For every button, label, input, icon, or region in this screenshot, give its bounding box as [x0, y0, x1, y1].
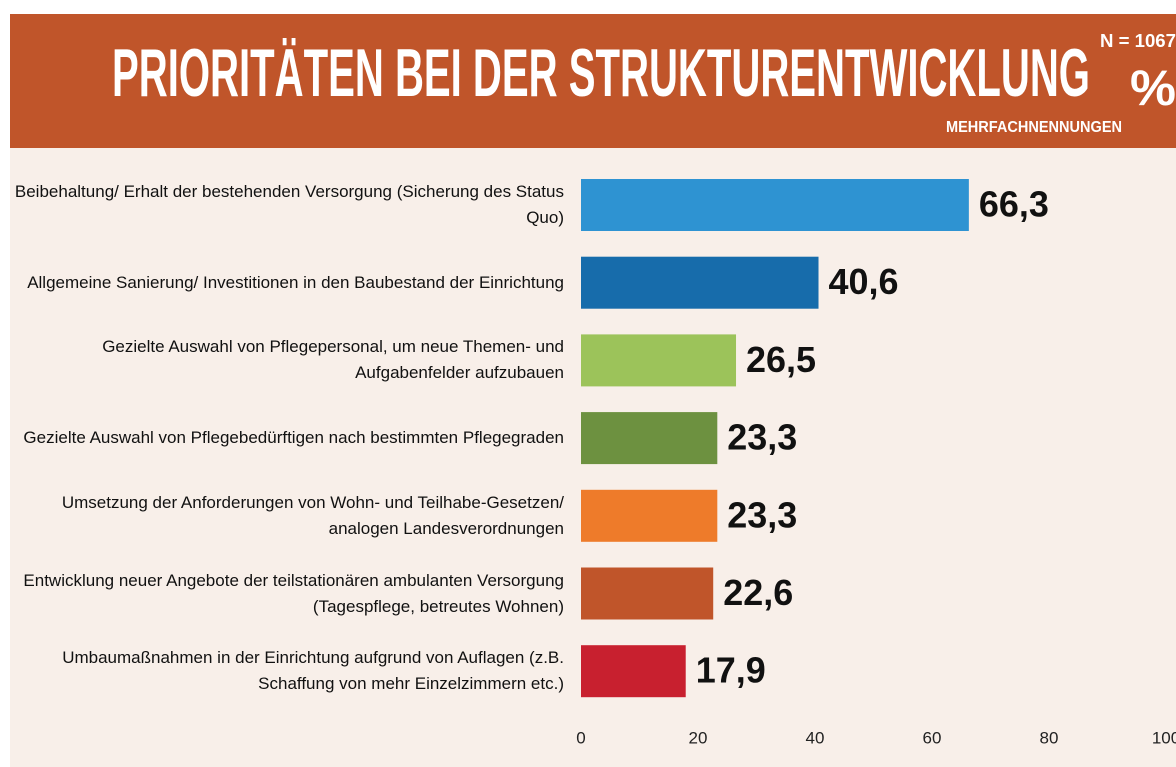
value-label: 22,6 [723, 572, 793, 613]
value-label: 23,3 [727, 417, 797, 458]
category-label: Beibehaltung/ Erhalt der bestehenden Ver… [14, 182, 564, 227]
bar [581, 489, 718, 542]
chart-title: PRIORITÄTEN BEI DER STRUKTURENTWICKLUNG [112, 35, 1090, 111]
bar [581, 567, 714, 620]
value-label: 40,6 [829, 261, 899, 302]
value-label: 26,5 [746, 339, 816, 380]
bar [581, 412, 718, 465]
x-tick-label: 80 [1040, 728, 1059, 747]
category-label-box: Umbaumaßnahmen in der Einrichtung aufgru… [62, 648, 564, 694]
category-label-box: Allgemeine Sanierung/ Investitionen in d… [27, 272, 564, 292]
category-label: Allgemeine Sanierung/ Investitionen in d… [27, 272, 564, 292]
sample-size: N = 1067 [1100, 31, 1176, 51]
category-label: Entwicklung neuer Angebote der teilstati… [23, 570, 564, 616]
category-label-box: Gezielte Auswahl von Pflegebedürftigen n… [23, 428, 564, 448]
bar [581, 645, 686, 698]
category-label: Umbaumaßnahmen in der Einrichtung aufgru… [62, 648, 564, 694]
category-label: Gezielte Auswahl von Pflegepersonal, um … [102, 337, 564, 383]
x-tick-label: 60 [923, 728, 942, 747]
value-label: 23,3 [727, 494, 797, 535]
category-label-box: Umsetzung der Anforderungen von Wohn- un… [61, 492, 564, 538]
chart-subtitle: MEHRFACHNENNUNGEN [946, 119, 1122, 136]
header-band [10, 14, 1176, 148]
bar [581, 179, 969, 231]
bar [581, 256, 819, 309]
category-label: Gezielte Auswahl von Pflegebedürftigen n… [23, 428, 564, 448]
category-label-box: Gezielte Auswahl von Pflegepersonal, um … [102, 337, 564, 383]
category-label: Umsetzung der Anforderungen von Wohn- un… [61, 492, 564, 538]
x-tick-label: 40 [806, 728, 825, 747]
bar [581, 334, 737, 387]
category-label-box: Beibehaltung/ Erhalt der bestehenden Ver… [14, 182, 564, 227]
x-tick-label: 100 [1152, 728, 1176, 747]
category-label-box: Entwicklung neuer Angebote der teilstati… [23, 570, 564, 616]
value-label: 66,3 [979, 184, 1049, 225]
unit-label: % [1130, 60, 1176, 116]
x-tick-label: 20 [689, 728, 708, 747]
value-label: 17,9 [696, 650, 766, 691]
x-tick-label: 0 [576, 728, 585, 747]
